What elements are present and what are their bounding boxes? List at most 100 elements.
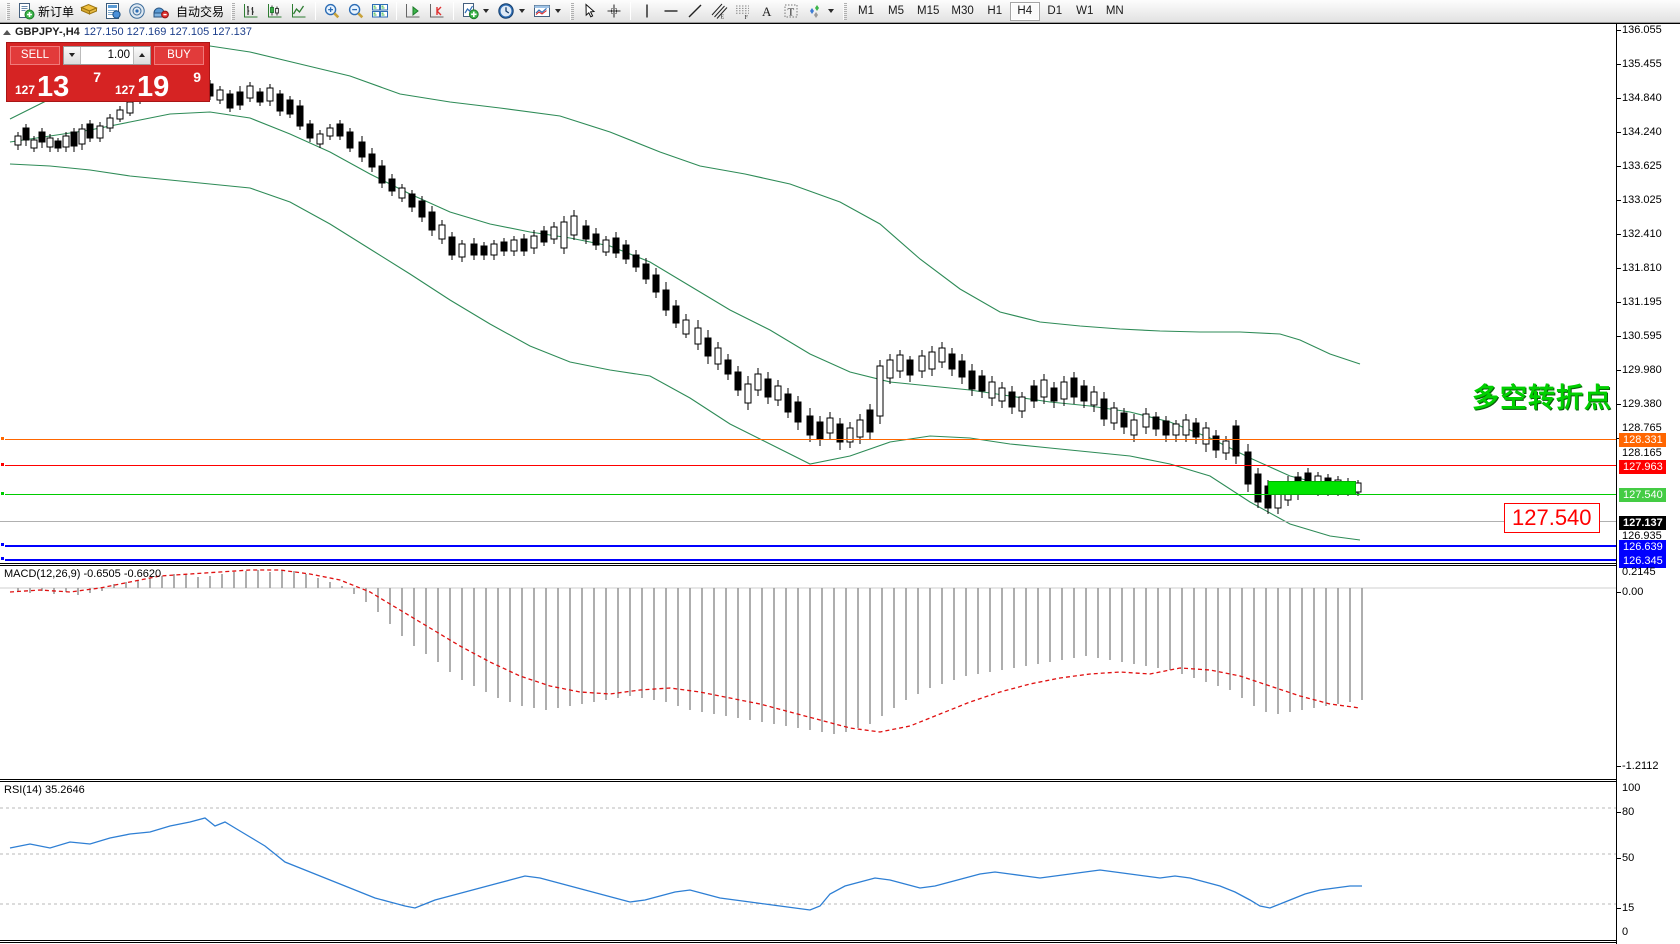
timeframe-m1[interactable]: M1 bbox=[858, 5, 875, 17]
level-line-128-331[interactable] bbox=[0, 439, 1616, 440]
level-anchor-127-963[interactable] bbox=[0, 462, 5, 467]
volume-increase-button[interactable] bbox=[133, 46, 150, 64]
timeframe-w1[interactable]: W1 bbox=[1076, 5, 1094, 17]
rsi-chart-canvas[interactable] bbox=[0, 782, 1616, 940]
level-line-127-963[interactable] bbox=[0, 465, 1616, 466]
new-order-button[interactable]: 新订单 bbox=[14, 1, 77, 22]
timeframe-h1[interactable]: H1 bbox=[987, 5, 1003, 17]
price-tag-128-331[interactable]: 128.331 bbox=[1619, 433, 1666, 447]
svg-text:E: E bbox=[721, 15, 725, 21]
fibonacci-icon: F bbox=[736, 5, 750, 20]
text-label-button[interactable]: T bbox=[779, 1, 803, 22]
bar-chart-button[interactable] bbox=[239, 1, 263, 22]
toolbar-grip-3[interactable] bbox=[570, 2, 575, 20]
green-highlight-rectangle[interactable] bbox=[1268, 481, 1356, 495]
timeframe-m30[interactable]: M30 bbox=[951, 5, 974, 17]
price-chart-canvas[interactable] bbox=[0, 24, 1616, 564]
equidistant-channel-button[interactable]: E bbox=[707, 1, 731, 22]
line-chart-button[interactable] bbox=[287, 1, 311, 22]
price-scale[interactable]: 136.055 135.455 134.840 134.240 133.625 … bbox=[1616, 24, 1680, 944]
trend-line-button[interactable] bbox=[683, 1, 707, 22]
timeframe-m15[interactable]: M15 bbox=[917, 5, 940, 17]
new-order-icon bbox=[19, 3, 35, 20]
autotrading-button[interactable]: 自动交易 bbox=[173, 1, 227, 22]
toolbar-grip-4[interactable] bbox=[843, 2, 848, 20]
rsi-label: RSI(14) 35.2646 bbox=[4, 784, 85, 796]
timeframe-m5[interactable]: M5 bbox=[888, 5, 905, 17]
zoom-out-button[interactable] bbox=[344, 1, 368, 22]
price-tag-127-540[interactable]: 127.540 bbox=[1619, 488, 1666, 502]
bar-chart-icon bbox=[244, 4, 258, 18]
toolbar-separator-2 bbox=[396, 2, 398, 20]
timeframe-mn[interactable]: MN bbox=[1105, 5, 1124, 17]
volume-input[interactable]: 1.00 bbox=[81, 46, 133, 64]
price-callout-annotation[interactable]: 127.540 bbox=[1504, 503, 1600, 533]
auto-scroll-icon bbox=[430, 4, 444, 18]
drawings-chevron-down-icon[interactable] bbox=[828, 9, 835, 13]
vertical-line-button[interactable] bbox=[635, 1, 659, 22]
sell-price-display[interactable]: 127 13 7 bbox=[9, 67, 107, 99]
rsi-tick-2: 50 bbox=[1622, 852, 1635, 864]
chart-shift-button[interactable] bbox=[401, 1, 425, 22]
buy-button[interactable]: BUY bbox=[154, 45, 204, 65]
sell-button[interactable]: SELL bbox=[10, 45, 60, 65]
macd-pane[interactable]: MACD(12,26,9) -0.6505 -0.6620 bbox=[0, 565, 1616, 780]
auto-scroll-button[interactable] bbox=[425, 1, 449, 22]
macd-label: MACD(12,26,9) -0.6505 -0.6620 bbox=[4, 568, 162, 580]
cursor-button[interactable] bbox=[578, 1, 602, 22]
price-tick-6: 132.410 bbox=[1622, 228, 1662, 240]
price-tag-127-963[interactable]: 127.963 bbox=[1619, 460, 1666, 474]
fibonacci-button[interactable]: F bbox=[731, 1, 755, 22]
rsi-pane[interactable]: RSI(14) 35.2646 bbox=[0, 781, 1616, 941]
trend-line-icon bbox=[688, 4, 702, 18]
chart-area[interactable]: GBPJPY-,H4 127.150 127.169 127.105 127.1… bbox=[0, 23, 1680, 944]
timeframe-h4[interactable]: H4 bbox=[1009, 1, 1040, 21]
price-tick-3: 134.240 bbox=[1622, 126, 1662, 138]
timeframe-d1[interactable]: D1 bbox=[1047, 5, 1063, 17]
indicators-chevron-down-icon[interactable] bbox=[483, 9, 490, 13]
horizontal-line-button[interactable] bbox=[659, 1, 683, 22]
toolbar-grip-2[interactable] bbox=[231, 2, 236, 20]
text-button[interactable]: A bbox=[755, 1, 779, 22]
level-line-127-540[interactable] bbox=[0, 494, 1616, 495]
level-anchor-126-345[interactable] bbox=[0, 556, 5, 561]
indicators-button[interactable] bbox=[458, 1, 494, 22]
level-line-126-345[interactable] bbox=[0, 559, 1616, 561]
price-pane[interactable]: GBPJPY-,H4 127.150 127.169 127.105 127.1… bbox=[0, 24, 1616, 564]
periods-chevron-down-icon[interactable] bbox=[519, 9, 526, 13]
vertical-line-icon bbox=[646, 4, 648, 18]
text-icon: A bbox=[762, 4, 772, 19]
zoom-in-button[interactable] bbox=[320, 1, 344, 22]
level-anchor-126-639[interactable] bbox=[0, 542, 5, 547]
one-click-trading-panel[interactable]: SELL 1.00 BUY 127 13 7 bbox=[6, 42, 210, 102]
navigator-icon bbox=[129, 3, 145, 19]
candlestick-chart-icon bbox=[268, 4, 282, 18]
volume-dropdown-button[interactable] bbox=[64, 46, 81, 64]
crosshair-button[interactable] bbox=[602, 1, 626, 22]
drawings-button[interactable] bbox=[803, 1, 839, 22]
templates-chevron-down-icon[interactable] bbox=[555, 9, 562, 13]
time-scale[interactable]: 23 Jul 2019 23 Jul 20:00 24 Jul 12:00 25… bbox=[0, 942, 1616, 944]
buy-price-display[interactable]: 127 19 9 bbox=[109, 67, 207, 99]
tile-windows-button[interactable] bbox=[368, 1, 392, 22]
templates-button[interactable] bbox=[530, 1, 566, 22]
price-tag-126-639[interactable]: 126.639 bbox=[1619, 540, 1666, 554]
periods-button[interactable] bbox=[494, 1, 530, 22]
turning-point-annotation[interactable]: 多空转折点 bbox=[1472, 383, 1612, 414]
market-watch-icon bbox=[106, 3, 121, 19]
profiles-button[interactable] bbox=[77, 1, 101, 22]
toolbar-grip[interactable] bbox=[6, 2, 10, 20]
level-anchor-128-331[interactable] bbox=[0, 436, 5, 441]
terminal-button[interactable] bbox=[149, 1, 173, 22]
candlestick-chart-button[interactable] bbox=[263, 1, 287, 22]
market-watch-button[interactable] bbox=[101, 1, 125, 22]
collapse-triangle-icon[interactable] bbox=[3, 29, 11, 35]
level-line-126-639[interactable] bbox=[0, 545, 1616, 547]
level-anchor-127-540[interactable] bbox=[0, 491, 5, 496]
price-tag-126-345[interactable]: 126.345 bbox=[1619, 554, 1666, 568]
macd-chart-canvas[interactable] bbox=[0, 566, 1616, 779]
macd-signal-line bbox=[9, 569, 1361, 733]
navigator-button[interactable] bbox=[125, 1, 149, 22]
bollinger-upper-line bbox=[9, 45, 1361, 365]
volume-stepper[interactable]: 1.00 bbox=[63, 45, 151, 65]
